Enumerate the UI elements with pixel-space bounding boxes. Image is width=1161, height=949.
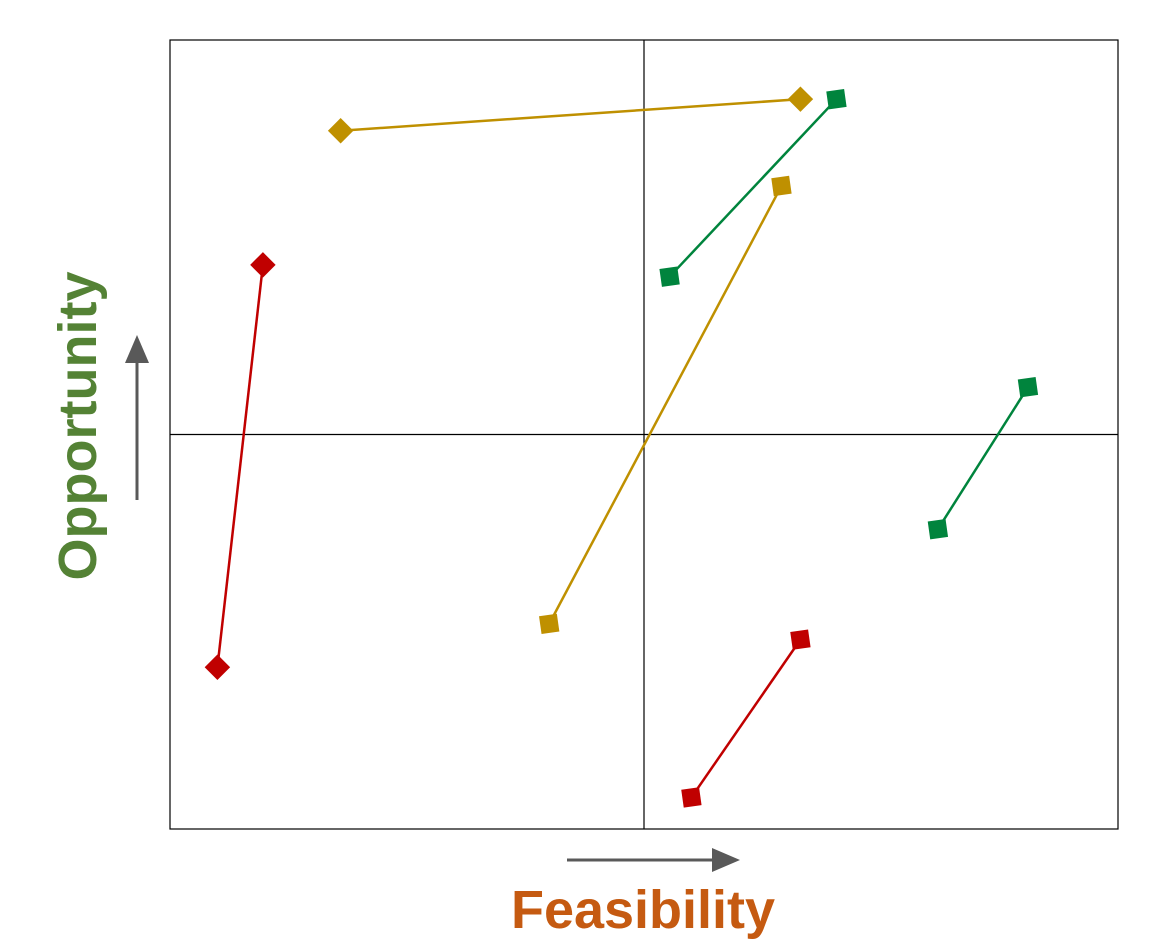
series-3 — [327, 86, 814, 144]
series-5-line — [668, 98, 838, 278]
series-5 — [659, 89, 847, 287]
series-3-marker-2 — [787, 86, 814, 112]
series-1-marker-1 — [204, 654, 231, 680]
series-3-line — [340, 97, 801, 132]
series-2 — [681, 629, 811, 808]
series-6 — [927, 376, 1039, 540]
series-1-line — [216, 264, 265, 668]
x-axis-arrow-head — [712, 848, 740, 872]
series-2-marker-2 — [790, 629, 811, 650]
series-4-line — [548, 185, 783, 625]
series-2-marker-1 — [681, 787, 702, 808]
series-1 — [204, 252, 276, 680]
series-6-line — [936, 386, 1029, 530]
series-4 — [539, 175, 792, 635]
series-4-marker-2 — [771, 175, 792, 197]
series-6-marker-1 — [927, 519, 949, 540]
series-5-marker-1 — [659, 266, 680, 287]
series-layer — [204, 86, 1039, 808]
y-axis-arrow-head — [125, 335, 149, 363]
y-axis-title: Opportunity — [48, 272, 108, 581]
series-3-marker-1 — [327, 118, 354, 144]
series-2-line — [690, 638, 802, 799]
x-axis-title: Feasibility — [511, 880, 775, 940]
series-1-marker-2 — [250, 252, 276, 278]
series-4-marker-1 — [539, 613, 560, 635]
series-6-marker-2 — [1017, 376, 1039, 398]
series-5-marker-2 — [826, 89, 847, 110]
